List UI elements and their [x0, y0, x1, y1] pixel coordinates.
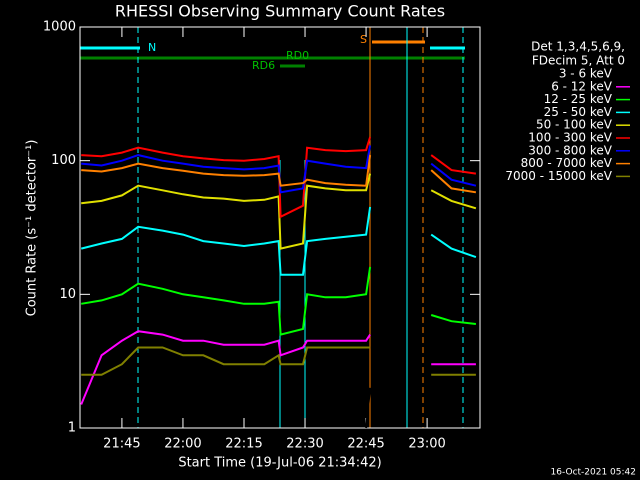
y-tick-label: 10	[59, 287, 76, 302]
series-line	[80, 206, 477, 276]
series-line	[365, 387, 372, 429]
series-line	[81, 266, 477, 336]
chart-title: RHESSI Observing Summary Count Rates	[115, 2, 445, 21]
y-tick-label: 1	[68, 421, 76, 436]
series-line	[81, 145, 477, 194]
x-tick-label: 21:45	[103, 437, 140, 452]
y-tick-label: 100	[51, 153, 76, 168]
legend-label: 800 - 7000 keV	[521, 156, 613, 170]
x-axis-label: Start Time (19-Jul-06 21:34:42)	[178, 456, 381, 471]
legend-title: FDecim 5, Att 0	[532, 54, 625, 68]
x-tick-label: 22:00	[164, 437, 201, 452]
annotation: S	[360, 33, 367, 46]
legend-label: 25 - 50 keV	[544, 105, 613, 119]
legend-label: 300 - 800 keV	[528, 143, 612, 157]
y-tick-label: 1000	[43, 20, 76, 35]
legend-title: Det 1,3,4,5,6,9,	[531, 40, 625, 54]
footer: 16-Oct-2021 05:42	[551, 468, 636, 478]
annotation: RD0	[286, 49, 309, 62]
annotation: N	[148, 41, 156, 54]
legend-label: 100 - 300 keV	[528, 131, 612, 145]
series-line	[81, 173, 477, 250]
series-line	[80, 330, 476, 405]
legend-label: 50 - 100 keV	[536, 118, 613, 132]
legend-label: 6 - 12 keV	[551, 79, 613, 93]
legend-label: 3 - 6 keV	[559, 67, 613, 81]
series-line	[81, 136, 477, 219]
x-tick-label: 22:15	[225, 437, 262, 452]
x-tick-label: 22:30	[286, 437, 323, 452]
plot-frame	[79, 26, 481, 429]
legend-label: 7000 - 15000 keV	[505, 169, 612, 183]
series-line	[81, 154, 477, 194]
series-line	[81, 346, 476, 376]
legend-label: 12 - 25 keV	[544, 92, 613, 106]
x-tick-label: 22:45	[347, 437, 384, 452]
annotation: RD6	[252, 59, 275, 72]
y-axis-label: Count Rate (s⁻¹ detector⁻¹)	[25, 140, 40, 317]
x-tick-label: 23:00	[408, 437, 445, 452]
